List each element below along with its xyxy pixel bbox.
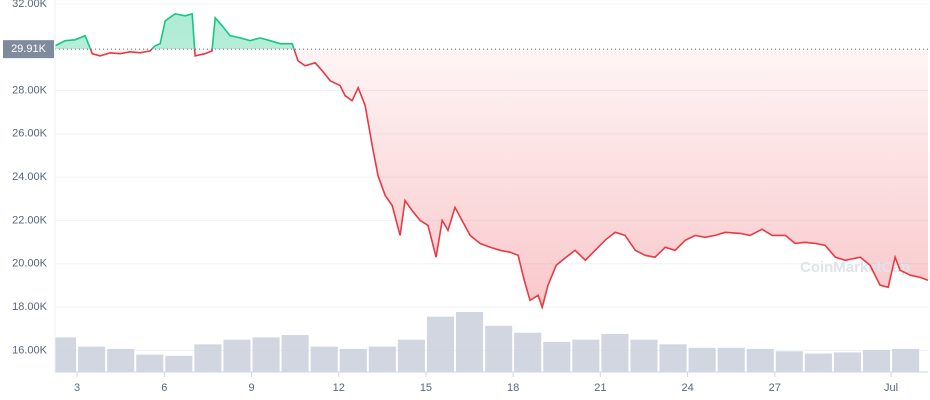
volume-bar <box>543 342 571 372</box>
volume-bar <box>892 348 920 372</box>
x-tick-label: 9 <box>248 382 254 394</box>
volume-bar <box>223 339 251 372</box>
volume-bar <box>194 344 222 372</box>
volume-bar <box>717 347 745 372</box>
baseline-label-box <box>3 40 54 59</box>
volume-bar <box>833 352 862 372</box>
volume-bar <box>107 348 135 372</box>
y-tick-label: 24.00K <box>12 171 48 183</box>
volume-bar <box>426 316 455 372</box>
volume-bar <box>252 337 280 372</box>
volume-bar <box>746 348 774 372</box>
price-line-down <box>89 49 929 311</box>
y-tick-label: 32.00K <box>12 0 48 10</box>
volume-bar <box>165 355 193 372</box>
y-tick-label: 18.00K <box>12 301 48 313</box>
volume-bar <box>136 354 164 372</box>
volume-bar <box>310 346 338 372</box>
x-tick-label: 3 <box>74 382 80 394</box>
baseline-label: 29.91K <box>11 43 47 55</box>
x-tick-label: 18 <box>507 382 519 394</box>
area-down <box>90 49 928 308</box>
volume-bar <box>78 346 106 372</box>
volume-bar <box>514 332 542 372</box>
x-tick-label: 24 <box>681 382 693 394</box>
volume-bar <box>572 339 600 372</box>
x-tick-label: 21 <box>594 382 606 394</box>
volume-bar <box>339 348 367 372</box>
volume-bar <box>775 351 803 372</box>
x-tick-label: 27 <box>769 382 781 394</box>
x-tick-label: Jul <box>884 382 898 394</box>
x-tick-label: 15 <box>420 382 432 394</box>
y-tick-label: 16.00K <box>12 344 48 356</box>
volume-bar <box>281 335 309 372</box>
volume-bar <box>368 346 396 372</box>
volume-bar <box>863 350 891 372</box>
volume-bar <box>456 312 484 372</box>
watermark: CoinMarketCap <box>800 259 910 276</box>
y-tick-label: 20.00K <box>12 258 48 270</box>
volume-bar <box>55 337 77 372</box>
x-tick-label: 12 <box>333 382 345 394</box>
volume-bar <box>601 333 629 372</box>
y-tick-label: 28.00K <box>12 84 48 96</box>
y-tick-label: 26.00K <box>12 128 48 140</box>
volume-bar <box>804 353 832 372</box>
volume-bar <box>659 344 687 372</box>
volume-bar <box>485 325 513 372</box>
price-line-up <box>54 12 295 50</box>
x-tick-label: 6 <box>161 382 167 394</box>
volume-bar <box>397 339 425 372</box>
y-tick-label: 22.00K <box>12 214 48 226</box>
volume-bar <box>688 347 716 372</box>
volume-bar <box>630 339 658 372</box>
